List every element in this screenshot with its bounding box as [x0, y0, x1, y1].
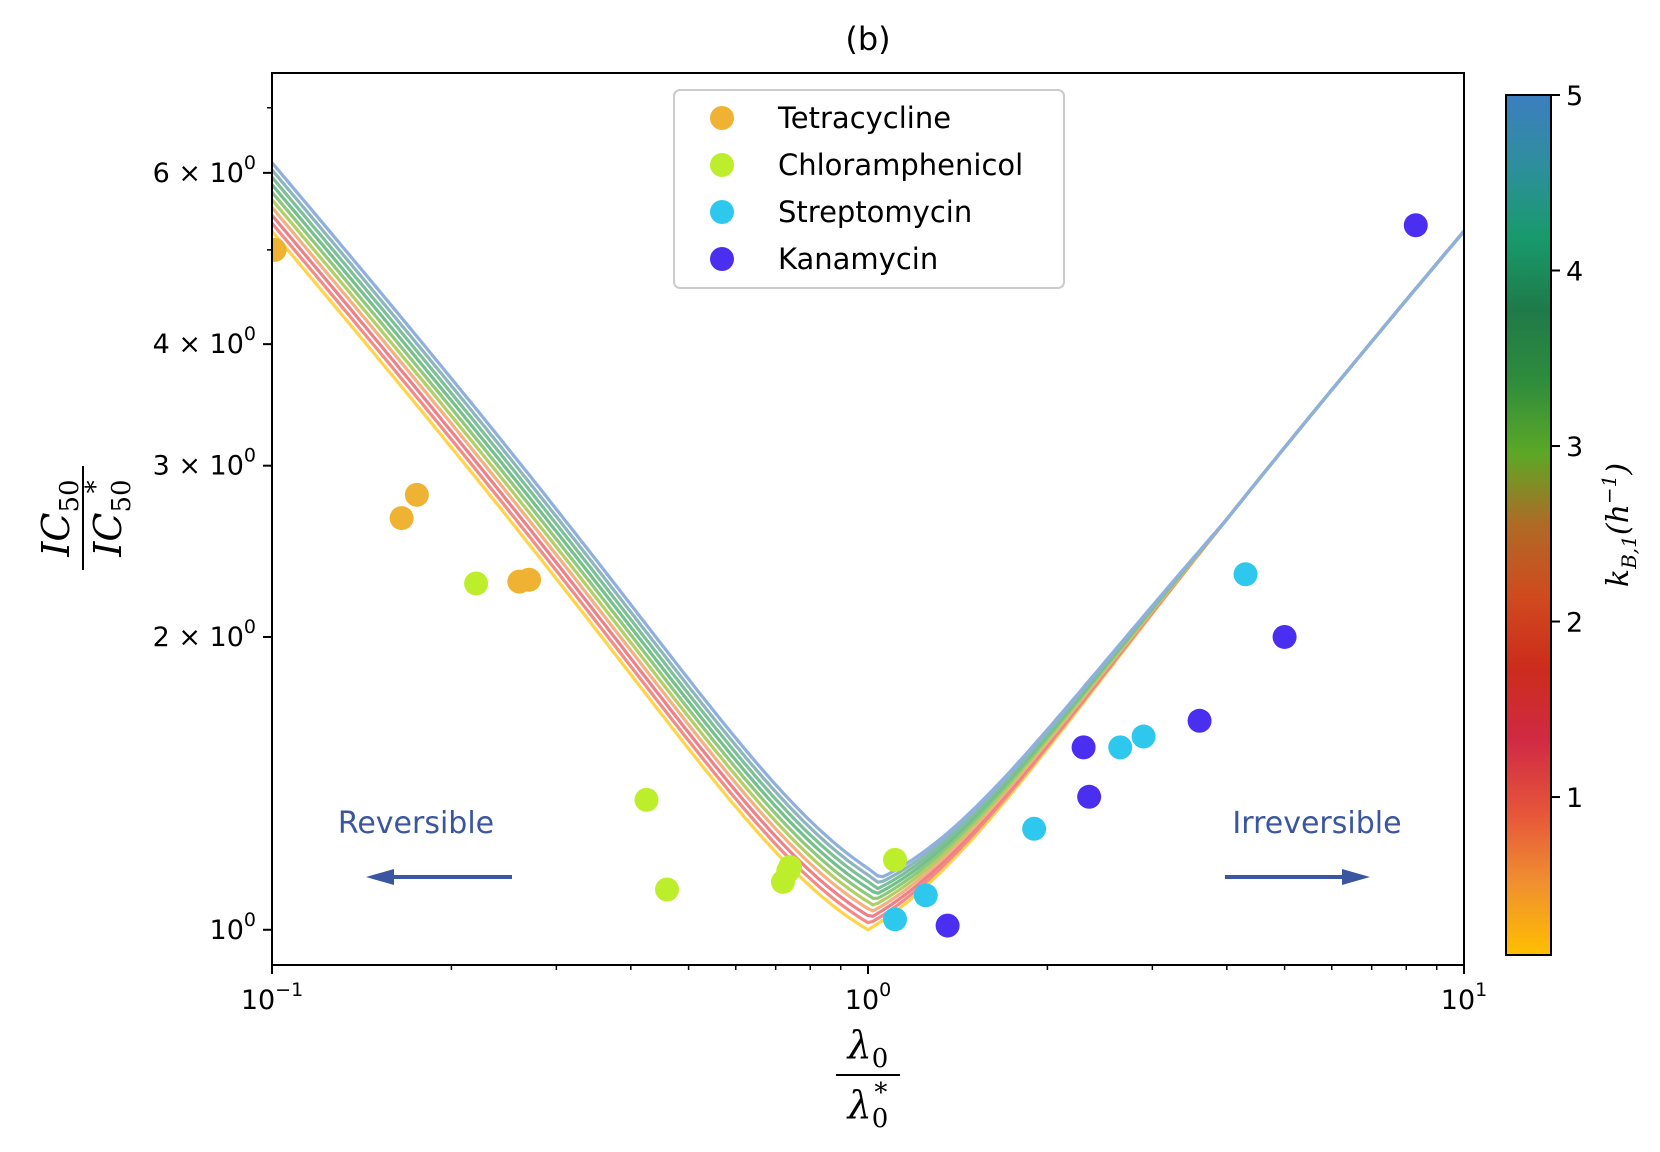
data-point [1233, 562, 1258, 587]
legend-marker [710, 200, 734, 224]
x-label-numerator: λ0 [846, 1023, 889, 1074]
y-tick: 3 × 100 [153, 445, 272, 482]
y-tick: 4 × 100 [153, 323, 272, 360]
y-tick: 6 × 100 [153, 152, 272, 189]
data-point [1403, 213, 1428, 238]
irreversible-arrowhead [1342, 869, 1370, 885]
data-point [464, 571, 489, 596]
data-point [1022, 816, 1047, 841]
legend-box [673, 89, 1065, 289]
data-point [389, 506, 414, 531]
y-tick-label: 100 [210, 909, 256, 946]
legend-label: Streptomycin [778, 195, 972, 229]
x-tick-label: 100 [845, 979, 891, 1016]
data-point [1077, 784, 1102, 809]
x-tick-label: 101 [1441, 979, 1487, 1016]
y-axis-label: IC50 IC50* [34, 466, 137, 570]
colorbar-tick-label: 2 [1566, 608, 1583, 639]
y-tick-label: 3 × 100 [153, 445, 256, 482]
data-point [1108, 735, 1133, 760]
model-curve [272, 198, 1464, 907]
legend-label: Tetracycline [777, 101, 951, 135]
legend-marker [710, 247, 734, 271]
y-tick-label: 4 × 100 [153, 323, 256, 360]
y-tick: 100 [210, 909, 272, 946]
y-tick-label: 6 × 100 [153, 152, 256, 189]
y-axis: 100 2 × 100 3 × 100 4 × 100 6 × 100 [153, 106, 272, 946]
y-tick-label: 2 × 100 [153, 616, 256, 653]
annotation-reversible: Reversible [338, 806, 494, 841]
x-tick-label: 10−1 [241, 979, 303, 1016]
y-label-denominator: IC50* [81, 479, 137, 557]
data-point [655, 877, 680, 902]
data-point [883, 907, 908, 932]
x-tick: 10−1 [241, 965, 303, 1016]
x-axis: 10−1 100 101 [241, 965, 1487, 1016]
x-axis-label: λ0 λ0* [836, 1023, 900, 1134]
colorbar-tick-label: 3 [1566, 432, 1583, 463]
colorbar-tick-label: 4 [1566, 257, 1583, 288]
data-point [1071, 735, 1096, 760]
x-tick: 101 [1441, 965, 1487, 1016]
chart-title: (b) [845, 20, 890, 58]
data-point [1187, 708, 1212, 733]
legend-marker [710, 106, 734, 130]
colorbar-tick-label: 5 [1566, 81, 1583, 112]
colorbar-label: kB,1(h−1) [1597, 463, 1641, 587]
data-points [272, 213, 1428, 938]
data-point [634, 787, 659, 812]
colorbar-ticks: 1 2 3 4 5 [1551, 81, 1583, 814]
legend-marker [710, 153, 734, 177]
data-point [517, 567, 542, 592]
colorbar-gradient [1505, 94, 1552, 956]
data-point [1272, 624, 1297, 649]
data-point [778, 855, 803, 880]
model-curves [272, 161, 1464, 932]
x-tick: 100 [845, 965, 891, 1016]
legend-label: Kanamycin [778, 242, 938, 276]
colorbar-tick-label: 1 [1566, 783, 1583, 814]
data-point [272, 237, 287, 262]
model-curve [272, 191, 1464, 900]
x-label-denominator: λ0* [846, 1078, 889, 1134]
data-point [935, 913, 960, 938]
y-label-numerator: IC50 [34, 479, 85, 557]
data-point [883, 847, 908, 872]
data-point [1131, 724, 1156, 749]
data-point [913, 883, 938, 908]
y-tick: 2 × 100 [153, 616, 272, 653]
legend: Tetracycline Chloramphenicol Streptomycin K… [673, 89, 1065, 289]
colorbar: 1 2 3 4 5 kB,1(h−1) [1505, 81, 1641, 956]
data-point [404, 482, 429, 507]
legend-label: Chloramphenicol [778, 148, 1023, 182]
plot-area: 10−1 100 101 100 2 × 100 3 × 100 4 × 100 6 × 1… [153, 72, 1487, 1016]
annotation-irreversible: Irreversible [1232, 806, 1401, 841]
model-curve [272, 183, 1464, 896]
annotations: Reversible Irreversible [338, 806, 1402, 885]
reversible-arrowhead [366, 869, 394, 885]
model-curve [272, 161, 1464, 879]
